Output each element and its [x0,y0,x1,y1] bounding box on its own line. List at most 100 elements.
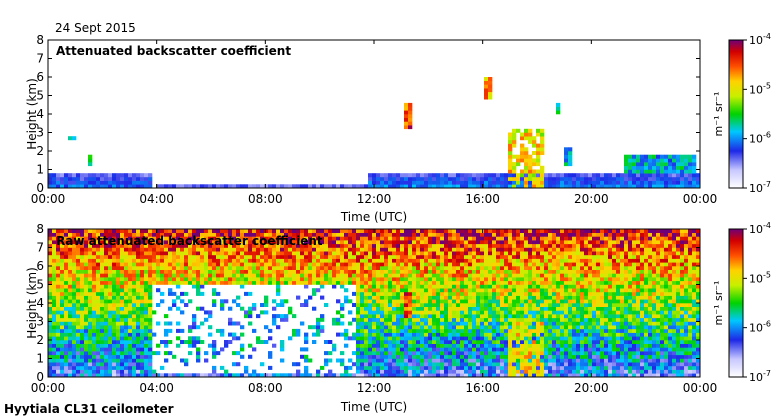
heatmap-cell [380,299,385,304]
heatmap-cell [428,288,433,293]
heatmap-cell [416,284,421,289]
heatmap-cell [324,277,329,282]
heatmap-cell [484,310,489,315]
heatmap-cell [660,162,665,167]
heatmap-cell [340,247,345,252]
heatmap-cell [344,184,349,189]
heatmap-cell [84,247,89,252]
heatmap-cell [92,343,97,348]
heatmap-cell [64,299,69,304]
heatmap-cell [104,358,109,363]
heatmap-cell [60,180,65,185]
heatmap-cell [356,184,361,189]
heatmap-cell [488,336,493,341]
heatmap-cell [176,321,181,326]
heatmap-cell [544,347,549,352]
heatmap-cell [160,291,165,296]
heatmap-cell [596,176,601,181]
heatmap-cell [488,351,493,356]
heatmap-cell [364,317,369,322]
heatmap-cell [496,262,501,267]
heatmap-cell [252,247,257,252]
heatmap-cell [100,328,105,333]
heatmap-cell [192,262,197,267]
heatmap-cell [392,291,397,296]
heatmap-cell [464,365,469,370]
heatmap-cell [152,232,157,237]
heatmap-cell [528,136,533,141]
heatmap-cell [108,325,113,330]
heatmap-cell [524,173,529,178]
heatmap-cell [168,262,173,267]
heatmap-cell [96,243,101,248]
heatmap-cell [48,254,53,259]
heatmap-cell [276,229,281,233]
heatmap-cell [532,280,537,285]
heatmap-cell [480,354,485,359]
heatmap-cell [440,325,445,330]
heatmap-cell [452,306,457,311]
heatmap-cell [664,169,669,174]
heatmap-cell [464,332,469,337]
heatmap-cell [532,354,537,359]
heatmap-cell [536,277,541,282]
heatmap-cell [500,184,505,189]
heatmap-cell [228,236,233,241]
heatmap-cell [300,247,305,252]
heatmap-cell [420,362,425,367]
heatmap-cell [508,139,513,144]
heatmap-cell [404,362,409,367]
heatmap-cell [548,176,553,181]
heatmap-cell [88,321,93,326]
heatmap-cell [456,236,461,241]
heatmap-cell [520,273,525,278]
heatmap-cell [448,251,453,256]
heatmap-cell [300,266,305,270]
heatmap-cell [108,232,113,237]
heatmap-cell [68,258,73,263]
heatmap-cell [88,176,93,181]
heatmap-cell [160,277,165,282]
heatmap-cell [144,303,149,307]
heatmap-cell [412,295,417,300]
heatmap-cell [400,243,405,248]
heatmap-cell [348,254,353,259]
heatmap-cell [148,288,153,293]
heatmap-cell [444,273,449,278]
heatmap-cell [144,258,149,263]
heatmap-cell [140,343,145,348]
heatmap-cell [48,354,53,359]
heatmap-cell [52,262,57,267]
heatmap-cell [84,336,89,341]
heatmap-cell [312,247,317,252]
heatmap-cell [484,336,489,341]
heatmap-cell [524,295,529,300]
heatmap-cell [368,332,373,337]
heatmap-cell [504,269,509,274]
heatmap-cell [120,325,125,330]
heatmap-cell [144,291,149,296]
heatmap-cell [488,229,493,233]
heatmap-cell [208,280,213,285]
heatmap-cell [268,365,273,370]
heatmap-cell [344,240,349,245]
heatmap-cell [196,354,201,359]
heatmap-cell [536,369,541,374]
heatmap-cell [88,266,93,270]
heatmap-cell [348,258,353,263]
heatmap-cell [92,299,97,304]
heatmap-cell [644,180,649,185]
heatmap-cell [108,351,113,356]
heatmap-cell [340,362,345,367]
heatmap-cell [104,284,109,289]
heatmap-cell [488,95,493,100]
heatmap-cell [256,373,261,378]
heatmap-cell [108,236,113,241]
heatmap-cell [112,303,117,307]
heatmap-cell [416,336,421,341]
heatmap-cell [116,291,121,296]
heatmap-cell [556,340,561,344]
heatmap-cell [444,262,449,267]
heatmap-cell [376,317,381,322]
